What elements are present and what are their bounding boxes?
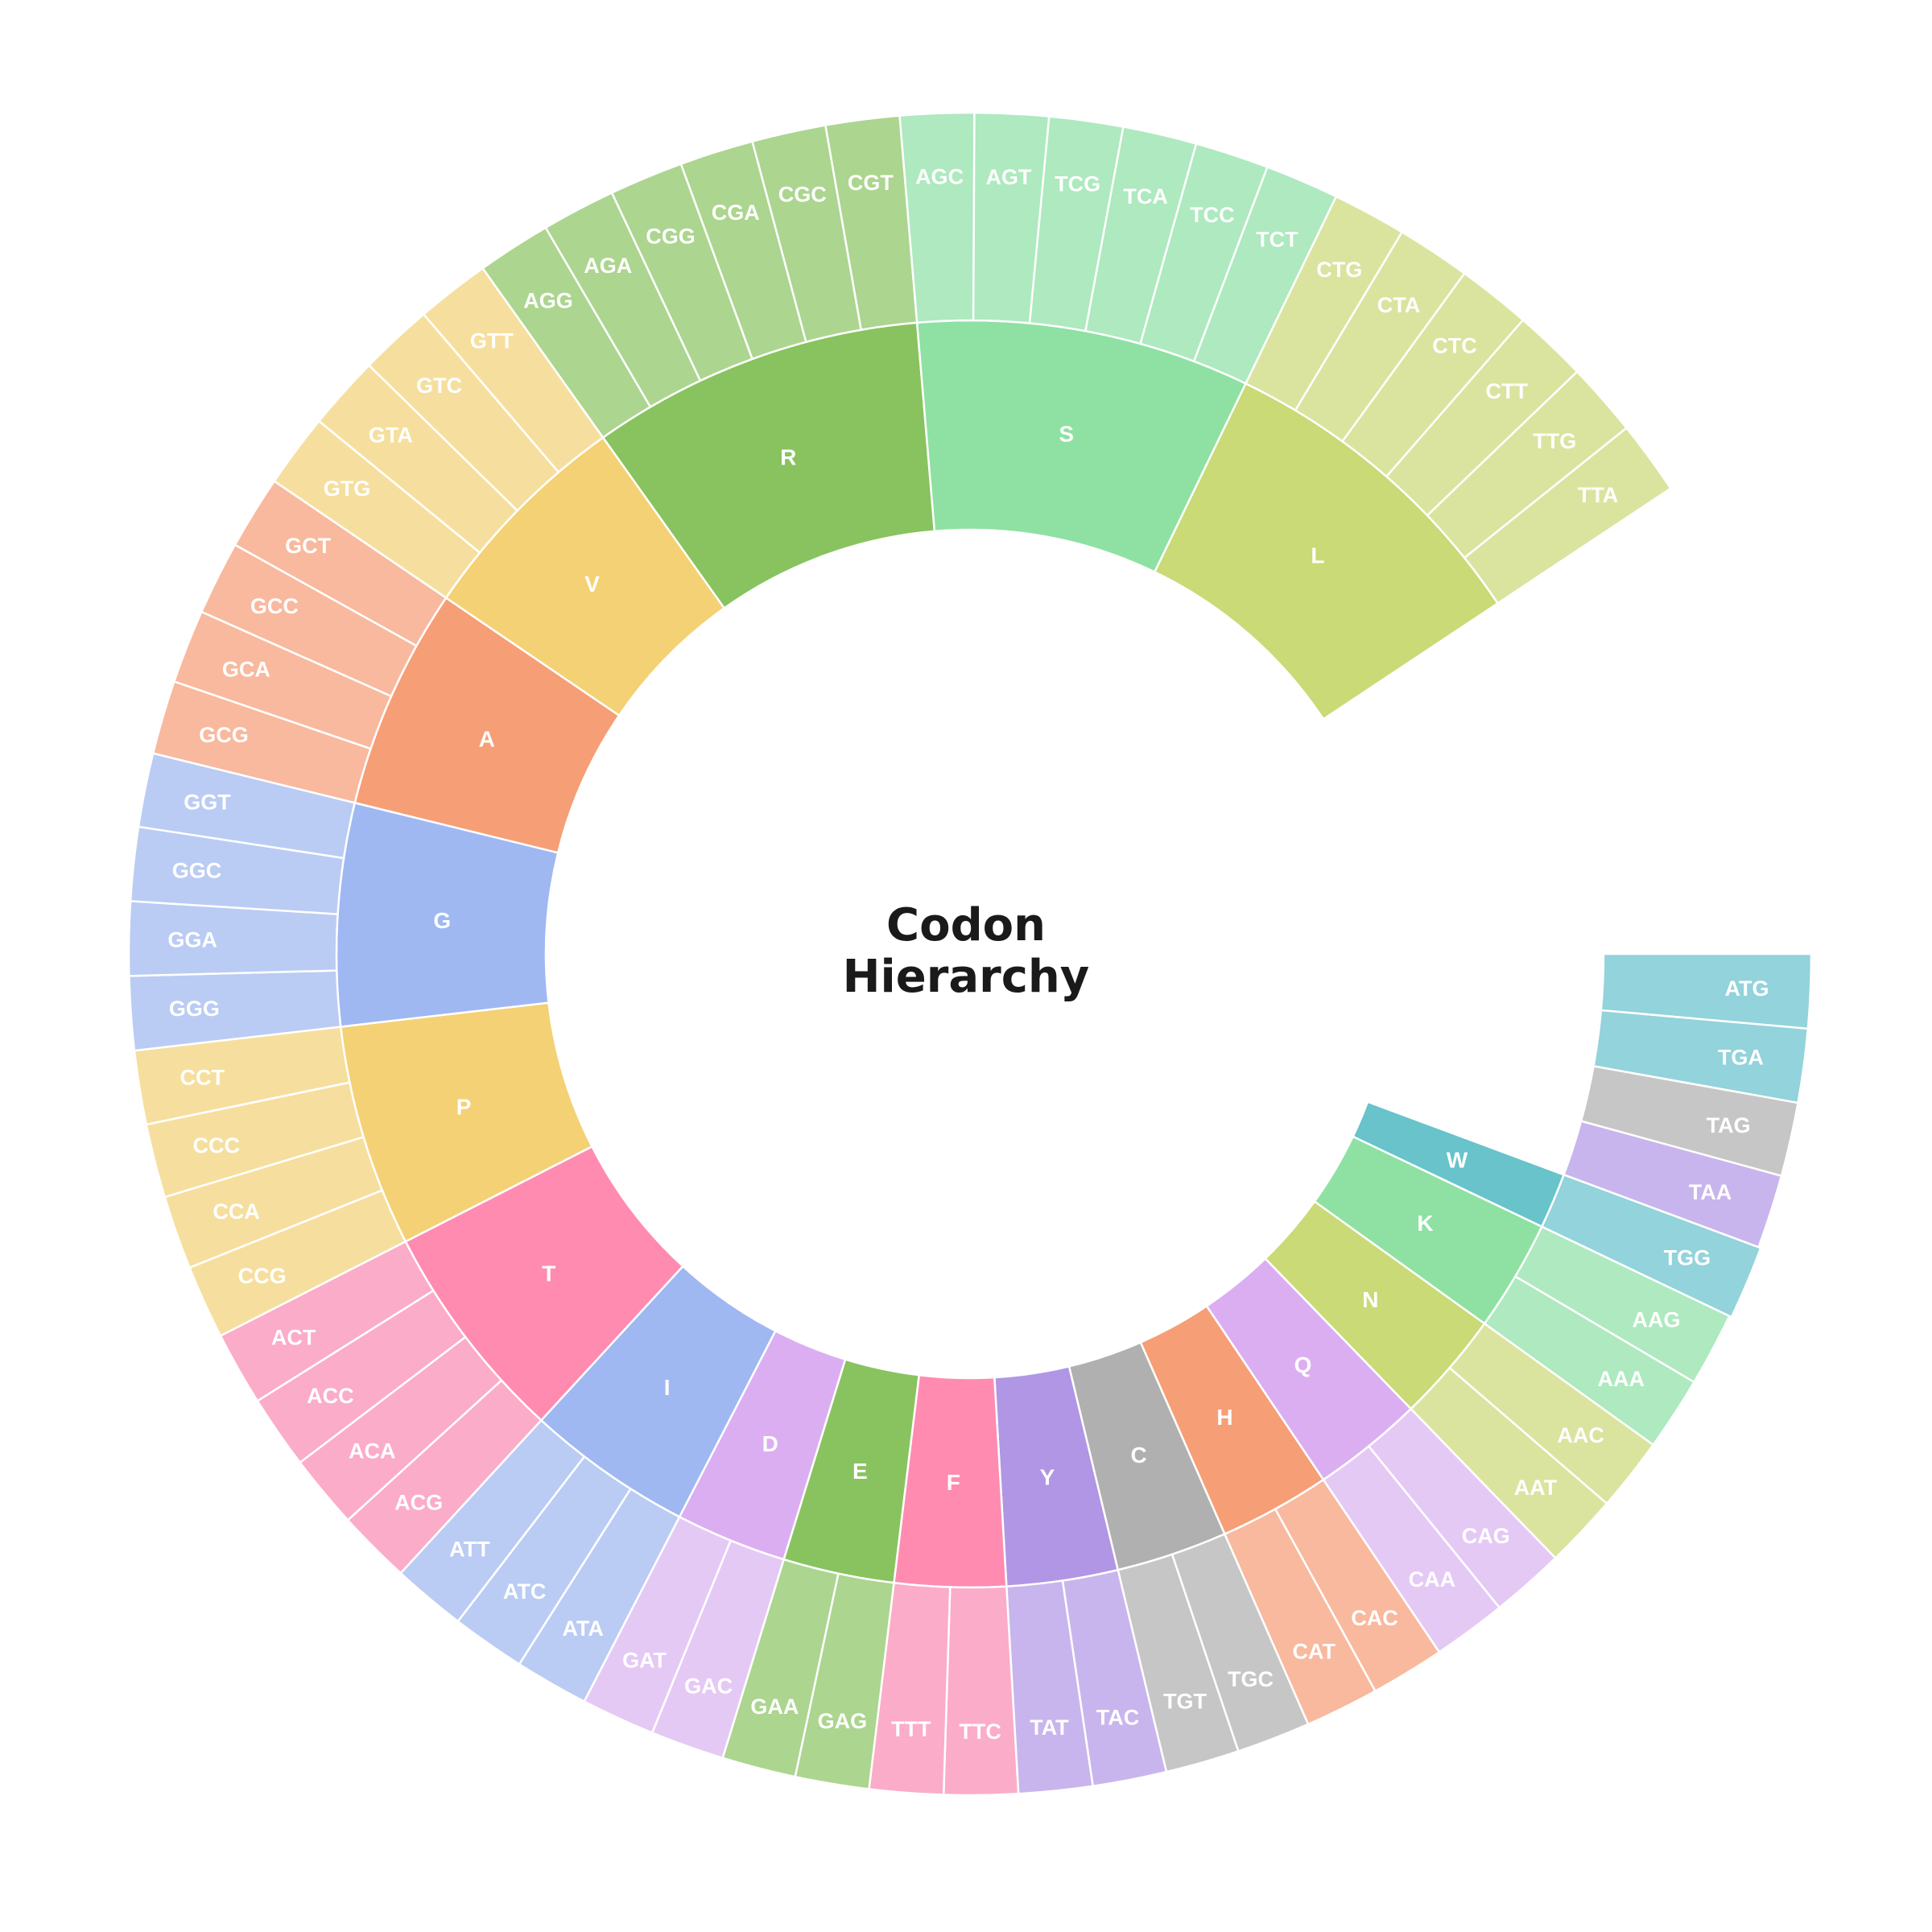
codon-label-ATT: ATT: [449, 1537, 490, 1561]
codon-label-CGT: CGT: [848, 171, 894, 195]
group-label-C: C: [1130, 1443, 1146, 1468]
group-label-G: G: [433, 908, 451, 933]
codon-label-GTA: GTA: [369, 423, 413, 448]
codon-label-GCG: GCG: [199, 723, 249, 747]
codon-label-GGA: GGA: [167, 927, 217, 952]
codon-label-TGG: TGG: [1664, 1245, 1711, 1269]
codon-label-CGG: CGG: [646, 225, 696, 249]
group-label-D: D: [762, 1431, 778, 1456]
codon-label-ATG: ATG: [1725, 976, 1769, 1001]
codon-label-ACG: ACG: [394, 1490, 443, 1514]
group-label-Q: Q: [1294, 1352, 1312, 1377]
codon-label-AAA: AAA: [1598, 1367, 1645, 1391]
codon-label-CAA: CAA: [1409, 1567, 1456, 1591]
codon-label-AAT: AAT: [1514, 1476, 1558, 1500]
group-label-W: W: [1447, 1148, 1468, 1173]
group-label-K: K: [1417, 1211, 1433, 1236]
codon-label-AAG: AAG: [1633, 1307, 1681, 1331]
codon-label-GAT: GAT: [622, 1648, 667, 1672]
codon-label-GTT: GTT: [470, 328, 514, 353]
group-divider-Stop: [1179, 972, 1578, 1009]
codon-label-ACT: ACT: [271, 1325, 316, 1349]
codon-label-GGC: GGC: [172, 859, 222, 883]
codon-label-CAG: CAG: [1462, 1524, 1510, 1548]
codon-label-GGG: GGG: [169, 997, 220, 1021]
chart-title: Codon Hierarchy: [765, 900, 1167, 1003]
codon-label-TGC: TGC: [1228, 1667, 1274, 1691]
chart-title-line-2: Hierarchy: [842, 951, 1090, 1003]
codon-label-GCA: GCA: [222, 658, 270, 682]
codon-label-ACC: ACC: [307, 1384, 354, 1408]
codon-label-TTC: TTC: [959, 1719, 1001, 1744]
codon-label-TAC: TAC: [1096, 1705, 1140, 1729]
codon-label-TCA: TCA: [1123, 184, 1168, 208]
group-label-R: R: [780, 445, 796, 470]
codon-label-CCT: CCT: [180, 1066, 225, 1090]
codon-label-TAG: TAG: [1707, 1113, 1751, 1137]
codon-label-CTT: CTT: [1486, 379, 1529, 403]
codon-label-TCG: TCG: [1055, 171, 1100, 196]
codon-label-TAA: TAA: [1689, 1180, 1732, 1204]
codon-label-TTG: TTG: [1533, 429, 1576, 453]
codon-label-GAG: GAG: [818, 1709, 868, 1733]
group-label-N: N: [1362, 1287, 1378, 1312]
group-label-T: T: [542, 1261, 555, 1286]
codon-label-TTA: TTA: [1578, 483, 1618, 507]
codon-label-TGA: TGA: [1718, 1046, 1764, 1070]
codon-label-TGT: TGT: [1163, 1689, 1207, 1713]
codon-label-CTA: CTA: [1377, 293, 1421, 317]
codon-label-CGA: CGA: [712, 200, 760, 225]
chart-title-line-1: Codon: [886, 899, 1046, 952]
codon-label-GCC: GCC: [250, 594, 299, 618]
codon-label-CTG: CTG: [1316, 258, 1362, 282]
codon-label-CCC: CCC: [192, 1133, 240, 1158]
codon-label-TCC: TCC: [1190, 203, 1235, 227]
codon-label-TAT: TAT: [1030, 1715, 1069, 1740]
codon-label-CAT: CAT: [1293, 1639, 1336, 1663]
codon-label-ACA: ACA: [349, 1439, 396, 1463]
group-label-A: A: [479, 726, 495, 751]
codon-label-CCA: CCA: [213, 1199, 260, 1224]
group-label-E: E: [852, 1459, 868, 1484]
codon-label-ATA: ATA: [562, 1616, 603, 1641]
codon-label-GGT: GGT: [184, 791, 231, 815]
group-label-Start: Start: [1531, 972, 1563, 987]
center-hole: [759, 743, 1181, 1165]
codon-label-TTT: TTT: [891, 1717, 931, 1741]
group-label-V: V: [584, 572, 600, 597]
codon-label-TCT: TCT: [1256, 227, 1298, 251]
codon-label-GAA: GAA: [750, 1695, 799, 1719]
codon-label-CCG: CCG: [238, 1264, 287, 1288]
codon-segment-TTC: [942, 1585, 1020, 1797]
group-label-Y: Y: [1040, 1464, 1055, 1489]
group-label-P: P: [456, 1094, 472, 1119]
codon-label-AGG: AGG: [523, 288, 573, 312]
codon-label-ATC: ATC: [503, 1579, 547, 1604]
codon-label-CTC: CTC: [1432, 334, 1477, 358]
group-label-L: L: [1311, 543, 1324, 568]
group-label-Stop: Stop: [1488, 1064, 1538, 1089]
group-label-F: F: [947, 1470, 960, 1495]
codon-label-GTG: GTG: [324, 477, 371, 501]
group-label-S: S: [1059, 422, 1074, 447]
codon-label-AGT: AGT: [986, 165, 1033, 189]
codon-segment-TTA: [1463, 426, 1673, 605]
codon-label-AAC: AAC: [1557, 1423, 1604, 1447]
codon-label-GTC: GTC: [416, 374, 462, 398]
codon-label-CAC: CAC: [1351, 1606, 1398, 1630]
codon-label-CGC: CGC: [778, 183, 827, 207]
group-label-H: H: [1216, 1405, 1232, 1430]
codon-label-GAC: GAC: [684, 1674, 733, 1699]
codon-label-AGA: AGA: [584, 254, 632, 278]
group-label-I: I: [664, 1375, 671, 1400]
codon-label-AGC: AGC: [915, 165, 964, 189]
codon-label-GCT: GCT: [285, 534, 332, 558]
